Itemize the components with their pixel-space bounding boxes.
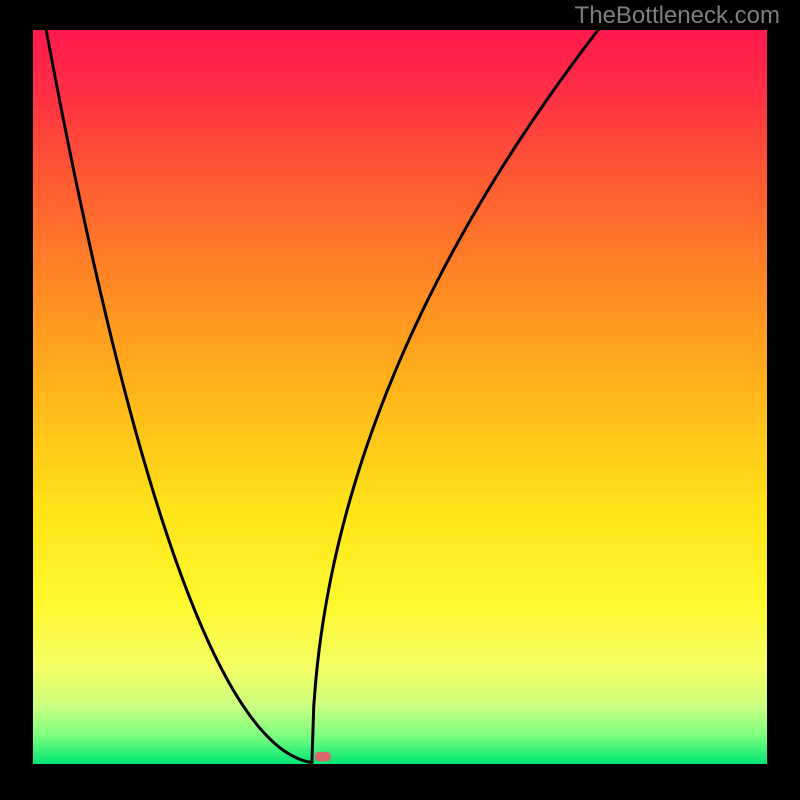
chart-stage: TheBottleneck.com [0, 0, 800, 800]
watermark-label: TheBottleneck.com [575, 2, 780, 30]
gradient-background [33, 30, 767, 764]
